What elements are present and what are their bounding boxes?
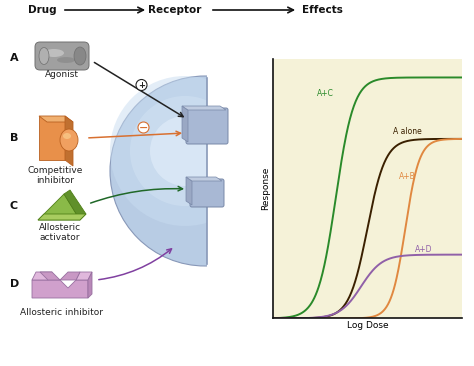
Circle shape: [136, 79, 147, 90]
Text: −: −: [139, 123, 148, 132]
Circle shape: [110, 76, 300, 266]
Text: A+B: A+B: [399, 172, 416, 181]
Polygon shape: [186, 177, 192, 205]
Ellipse shape: [60, 129, 78, 151]
Circle shape: [138, 122, 149, 133]
Text: Competitive
inhibitor: Competitive inhibitor: [27, 166, 82, 186]
Text: A+C: A+C: [317, 90, 334, 98]
Polygon shape: [88, 272, 92, 298]
Polygon shape: [32, 272, 52, 280]
Text: A alone: A alone: [392, 127, 421, 136]
Text: Receptor: Receptor: [148, 5, 202, 15]
FancyBboxPatch shape: [186, 108, 228, 144]
Text: +: +: [138, 81, 145, 90]
Text: A+D: A+D: [415, 246, 432, 254]
Text: A: A: [10, 53, 18, 63]
Polygon shape: [186, 177, 222, 181]
Text: B: B: [10, 133, 18, 143]
Text: Agonist: Agonist: [45, 70, 79, 79]
X-axis label: Log Dose: Log Dose: [346, 321, 388, 330]
Polygon shape: [64, 190, 86, 220]
Bar: [207, 71, 307, 271]
Polygon shape: [32, 280, 88, 298]
Polygon shape: [39, 116, 65, 160]
Polygon shape: [38, 214, 86, 220]
Polygon shape: [76, 272, 92, 280]
Polygon shape: [39, 116, 73, 122]
Text: Effects: Effects: [301, 5, 342, 15]
Ellipse shape: [44, 49, 64, 57]
Polygon shape: [38, 194, 80, 220]
Polygon shape: [40, 272, 60, 280]
Ellipse shape: [39, 48, 49, 64]
Polygon shape: [60, 272, 80, 280]
Polygon shape: [182, 106, 226, 110]
Circle shape: [130, 96, 240, 206]
Text: Allosteric inhibitor: Allosteric inhibitor: [20, 308, 103, 317]
Polygon shape: [65, 116, 73, 166]
Ellipse shape: [74, 47, 86, 65]
Polygon shape: [182, 106, 188, 142]
Circle shape: [150, 116, 220, 186]
FancyBboxPatch shape: [35, 42, 89, 70]
FancyBboxPatch shape: [190, 179, 224, 207]
Circle shape: [110, 76, 260, 226]
Y-axis label: Response: Response: [261, 167, 270, 210]
Ellipse shape: [57, 57, 75, 63]
Text: D: D: [10, 279, 19, 289]
Text: Allosteric
activator: Allosteric activator: [39, 223, 81, 242]
Text: Drug: Drug: [27, 5, 56, 15]
Ellipse shape: [63, 133, 71, 139]
Text: C: C: [10, 201, 18, 211]
